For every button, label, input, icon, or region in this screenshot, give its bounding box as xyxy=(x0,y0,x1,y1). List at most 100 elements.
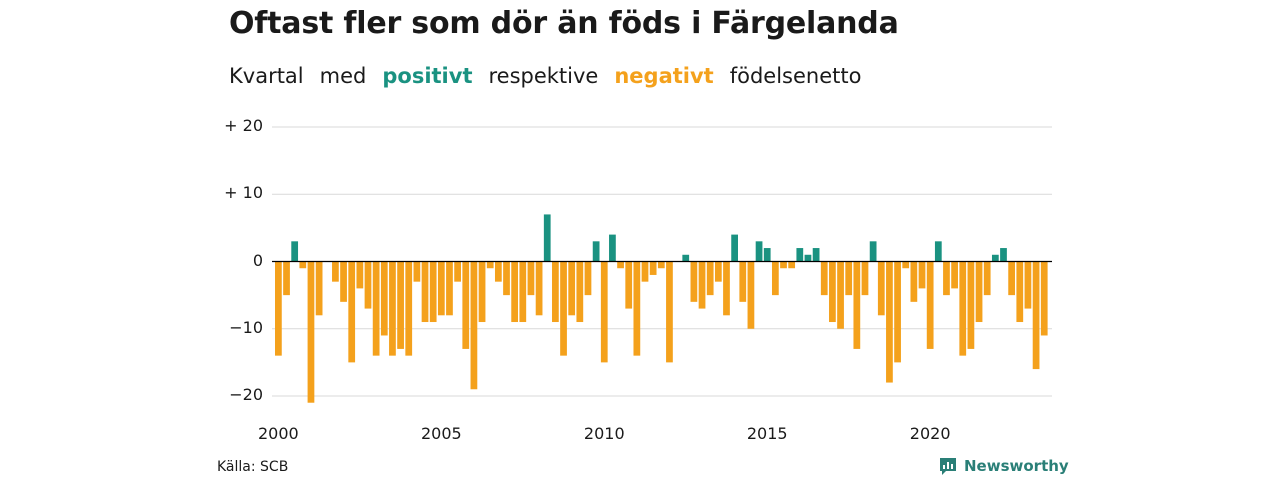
y-tick-label: + 10 xyxy=(224,183,263,203)
bar-negative xyxy=(829,261,836,323)
subtitle-word: födelsenetto xyxy=(729,64,862,88)
bar-negative xyxy=(853,261,861,349)
bar-negative xyxy=(437,261,445,316)
bar-negative xyxy=(788,261,796,269)
bar-negative xyxy=(372,261,380,356)
bar-negative xyxy=(633,261,641,356)
y-tick-label: −20 xyxy=(229,385,263,404)
bar-positive xyxy=(291,241,299,262)
x-tick-label: 2020 xyxy=(909,424,951,443)
bar-negative xyxy=(951,261,958,289)
bar-negative xyxy=(739,261,747,302)
bar-negative xyxy=(446,261,453,316)
bar-negative xyxy=(600,261,608,363)
bar-negative xyxy=(910,261,918,302)
bar-negative xyxy=(535,261,543,316)
bar-negative xyxy=(886,261,893,383)
bar-positive xyxy=(682,254,690,262)
bar-negative xyxy=(845,261,853,296)
bar-negative xyxy=(657,261,665,269)
bar-positive xyxy=(804,254,812,262)
bar-negative xyxy=(380,261,388,336)
bar-negative xyxy=(1032,261,1040,370)
bar-negative xyxy=(877,261,885,316)
bar-negative xyxy=(413,261,421,282)
bar-negative xyxy=(625,261,633,309)
bar-negative xyxy=(568,261,576,316)
bar-negative xyxy=(820,261,828,296)
y-tick-label: −10 xyxy=(229,317,263,337)
bar-negative xyxy=(983,261,991,296)
bar-negative xyxy=(454,261,461,282)
bar-positive xyxy=(755,241,763,262)
bar-negative xyxy=(527,261,535,296)
bar-negative xyxy=(690,261,698,302)
bar-negative xyxy=(283,261,290,296)
bar-negative xyxy=(560,261,567,356)
bar-negative xyxy=(275,261,282,356)
bar-negative xyxy=(356,261,364,289)
bar-negative xyxy=(315,261,323,316)
bar-positive xyxy=(869,241,877,262)
bar-negative xyxy=(470,261,478,390)
bar-negative xyxy=(747,261,755,329)
bar-negative xyxy=(894,261,901,363)
bar-negative xyxy=(519,261,527,323)
bar-negative xyxy=(837,261,844,329)
bar-negative xyxy=(478,261,486,323)
bar-negative xyxy=(1024,261,1032,309)
bar-negative xyxy=(902,261,910,269)
bar-negative xyxy=(299,261,307,269)
bar-negative xyxy=(706,261,714,296)
bar-negative xyxy=(918,261,926,289)
bar-positive xyxy=(991,254,999,262)
bar-negative xyxy=(1040,261,1048,336)
subtitle-negative: negativt xyxy=(614,64,714,88)
bar-negative xyxy=(511,261,519,323)
x-tick-label: 2000 xyxy=(258,424,299,443)
bar-negative xyxy=(348,261,356,363)
bar-negative xyxy=(943,261,950,296)
bar-positive xyxy=(812,248,820,262)
x-tick-label: 2005 xyxy=(420,424,462,443)
bar-negative xyxy=(486,261,494,269)
y-tick-label: 0 xyxy=(252,250,263,270)
bar-negative xyxy=(307,261,315,403)
bar-negative xyxy=(503,261,510,296)
bar-positive xyxy=(1000,248,1007,262)
x-tick-label: 2015 xyxy=(746,424,788,443)
newsworthy-logo-icon xyxy=(940,458,956,475)
bar-negative xyxy=(926,261,934,349)
bar-positive xyxy=(796,248,804,262)
brand-name: Newsworthy xyxy=(964,457,1069,475)
bar-negative xyxy=(698,261,706,309)
bar-negative xyxy=(959,261,967,356)
bar-negative xyxy=(975,261,983,323)
bar-positive xyxy=(731,234,738,262)
bar-negative xyxy=(576,261,584,323)
bar-negative xyxy=(666,261,673,363)
bar-negative xyxy=(714,261,722,282)
brand-logo: Newsworthy xyxy=(938,456,1069,476)
subtitle-word: med xyxy=(319,64,367,88)
bar-negative xyxy=(494,261,502,282)
bar-negative xyxy=(771,261,779,296)
chart-subtitle: Kvartal med positivt respektive negativt föde… xyxy=(229,64,877,88)
source-note: Källa: SCB xyxy=(217,459,289,475)
bar-positive xyxy=(609,234,616,262)
bar-negative xyxy=(552,261,559,323)
bar-negative xyxy=(462,261,470,349)
bar-negative xyxy=(861,261,869,296)
bar-negative xyxy=(332,261,339,282)
bar-negative xyxy=(340,261,347,302)
subtitle-word: respektive xyxy=(488,64,599,88)
bar-negative xyxy=(364,261,372,309)
bar-positive xyxy=(763,248,771,262)
subtitle-word: Kvartal xyxy=(229,64,304,88)
bar-negative xyxy=(723,261,730,316)
bar-negative xyxy=(780,261,787,269)
bar-negative xyxy=(421,261,429,323)
bar-positive xyxy=(543,214,551,262)
bar-negative xyxy=(584,261,592,296)
